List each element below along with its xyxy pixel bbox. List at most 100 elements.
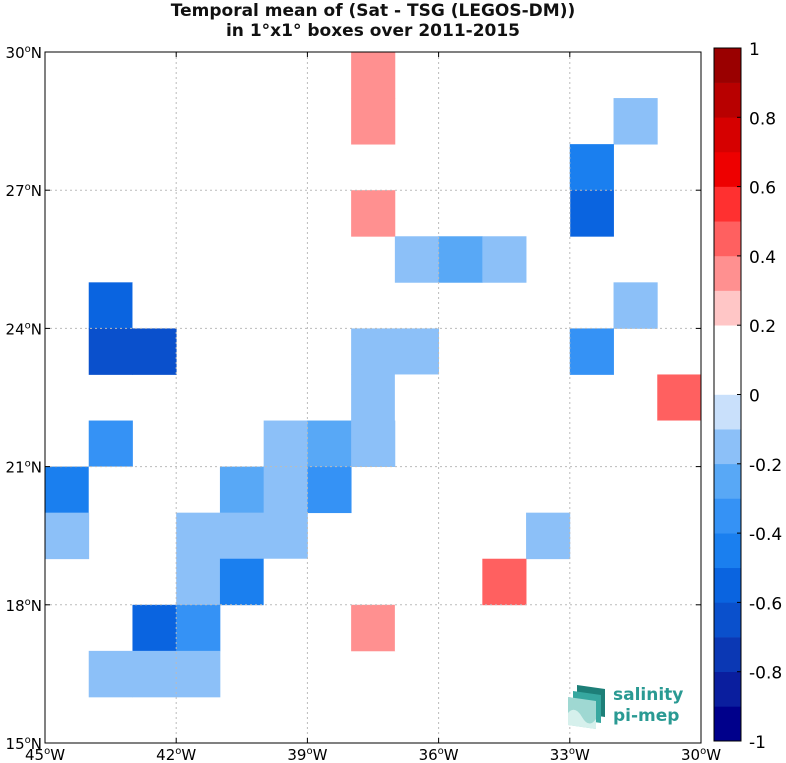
heatmap-cell: [263, 190, 308, 237]
x-tick-label: 42oW: [156, 746, 196, 763]
heatmap-cell: [132, 282, 177, 329]
colorbar-tick-label: 0.6: [749, 179, 776, 199]
heatmap-cell: [45, 466, 90, 514]
heatmap-cell: [351, 52, 396, 99]
colorbar-tick-label: -0.4: [749, 525, 782, 545]
heatmap-cell: [569, 52, 614, 99]
colorbar-tick-label: -0.2: [749, 456, 782, 476]
heatmap-cell: [482, 236, 527, 283]
logo-wave-icon: [568, 685, 605, 729]
colorbar-tick-label: 0.4: [749, 248, 776, 268]
heatmap-cell: [526, 512, 571, 560]
heatmap-cell: [263, 466, 308, 514]
heatmap-cell: [219, 190, 265, 237]
heatmap-cell: [394, 236, 439, 283]
heatmap-cell: [569, 466, 614, 514]
colorbar-segment: [714, 221, 741, 257]
heatmap-cell: [613, 466, 658, 514]
heatmap-cell: [569, 144, 614, 191]
logo-line2: pi-mep: [613, 706, 680, 726]
axis-ticks: 45oW 42oW 39oW 36oW 33oW 30oW 15oN 18oN 21oN 24oN…: [6, 44, 722, 763]
heatmap-cell: [176, 650, 221, 698]
heatmap-cell: [307, 420, 352, 467]
heatmap-cell: [394, 374, 439, 421]
heatmap-cell: [657, 420, 702, 467]
heatmap-cell: [569, 328, 614, 375]
y-tick-label: 15oN: [6, 735, 42, 753]
colorbar-segment: [714, 671, 741, 707]
colorbar-segment: [714, 290, 741, 326]
heatmap-cell: [657, 374, 702, 421]
heatmap-cell: [176, 512, 221, 560]
y-tick-label: 18oN: [6, 597, 42, 615]
heatmap-cells: [45, 52, 702, 698]
heatmap-cell: [526, 190, 571, 237]
heatmap-cell: [482, 558, 527, 606]
heatmap-cell: [88, 650, 133, 698]
colorbar-tick-label: 1: [749, 40, 760, 60]
gridlines: [45, 52, 701, 743]
colorbar-segment: [714, 602, 741, 638]
heatmap-cell: [263, 512, 308, 560]
heatmap-cell: [394, 558, 439, 606]
heatmap-cell: [351, 328, 396, 375]
heatmap-cell: [219, 512, 265, 560]
heatmap-cell: [351, 420, 396, 467]
heatmap-cell: [526, 466, 571, 514]
colorbar-segment: [714, 186, 741, 222]
heatmap-cell: [132, 650, 177, 698]
colorbar-segment: [714, 706, 741, 742]
colorbar: 1 0.8 0.6 0.4 0.2 0 -0.2 -0.4 -0.6 -0.8 -1: [713, 40, 782, 753]
x-tick-label: 30oW: [681, 746, 721, 763]
y-tick-label: 21oN: [6, 459, 42, 477]
colorbar-segment: [714, 498, 741, 534]
colorbar-segment: [714, 48, 741, 83]
colorbar-segment: [714, 394, 741, 430]
colorbar-tick-label: 0.2: [749, 317, 776, 337]
heatmap-cell: [219, 236, 265, 283]
heatmap-cell: [45, 512, 90, 560]
heatmap-cell: [88, 328, 133, 375]
salinity-pi-mep-logo: salinity pi-mep: [563, 683, 698, 733]
colorbar-segment: [714, 151, 741, 187]
heatmap-cell: [613, 98, 658, 145]
colorbar-segment: [714, 463, 741, 499]
x-tick-label: 39oW: [287, 746, 327, 763]
chart-title-line2: in 1°x1° boxes over 2011-2015: [225, 21, 521, 41]
heatmap-cell: [219, 466, 265, 514]
y-tick-label: 30oN: [6, 44, 42, 62]
colorbar-tick-label: -1: [749, 733, 766, 753]
heatmap-cell: [88, 420, 133, 467]
heatmap-cell: [351, 190, 396, 237]
heatmap-cell: [88, 282, 133, 329]
heatmap-cell: [438, 236, 483, 283]
colorbar-segment: [714, 325, 741, 361]
colorbar-tick-label: 0.8: [749, 109, 776, 129]
y-tick-label: 24oN: [6, 320, 42, 338]
heatmap-cell: [613, 282, 658, 329]
colorbar-segment: [714, 533, 741, 569]
heatmap-cell: [394, 328, 439, 375]
heatmap-cell: [351, 604, 396, 652]
chart-title-line1: Temporal mean of (Sat - TSG (LEGOS-DM)): [170, 1, 576, 21]
heatmap-cell: [438, 98, 483, 145]
y-tick-label: 27oN: [6, 182, 42, 200]
heatmap-cell: [263, 420, 308, 467]
heatmap-cell: [394, 604, 439, 652]
heatmap-cell: [351, 374, 396, 421]
colorbar-tick-label: 0: [749, 387, 760, 407]
colorbar-segment: [714, 429, 741, 465]
heatmap-cell: [263, 558, 308, 606]
heatmap-cell: [176, 558, 221, 606]
colorbar-segment: [714, 82, 741, 118]
x-tick-label: 45oW: [25, 746, 65, 763]
heatmap-cell: [307, 466, 352, 514]
heatmap-cell: [176, 604, 221, 652]
heatmap-cell: [132, 328, 177, 375]
heatmap-cell: [351, 98, 396, 145]
x-tick-label: 33oW: [550, 746, 590, 763]
heatmap-cell: [569, 190, 614, 237]
heatmap-cell: [88, 466, 133, 514]
colorbar-tick-label: -0.8: [749, 664, 782, 684]
